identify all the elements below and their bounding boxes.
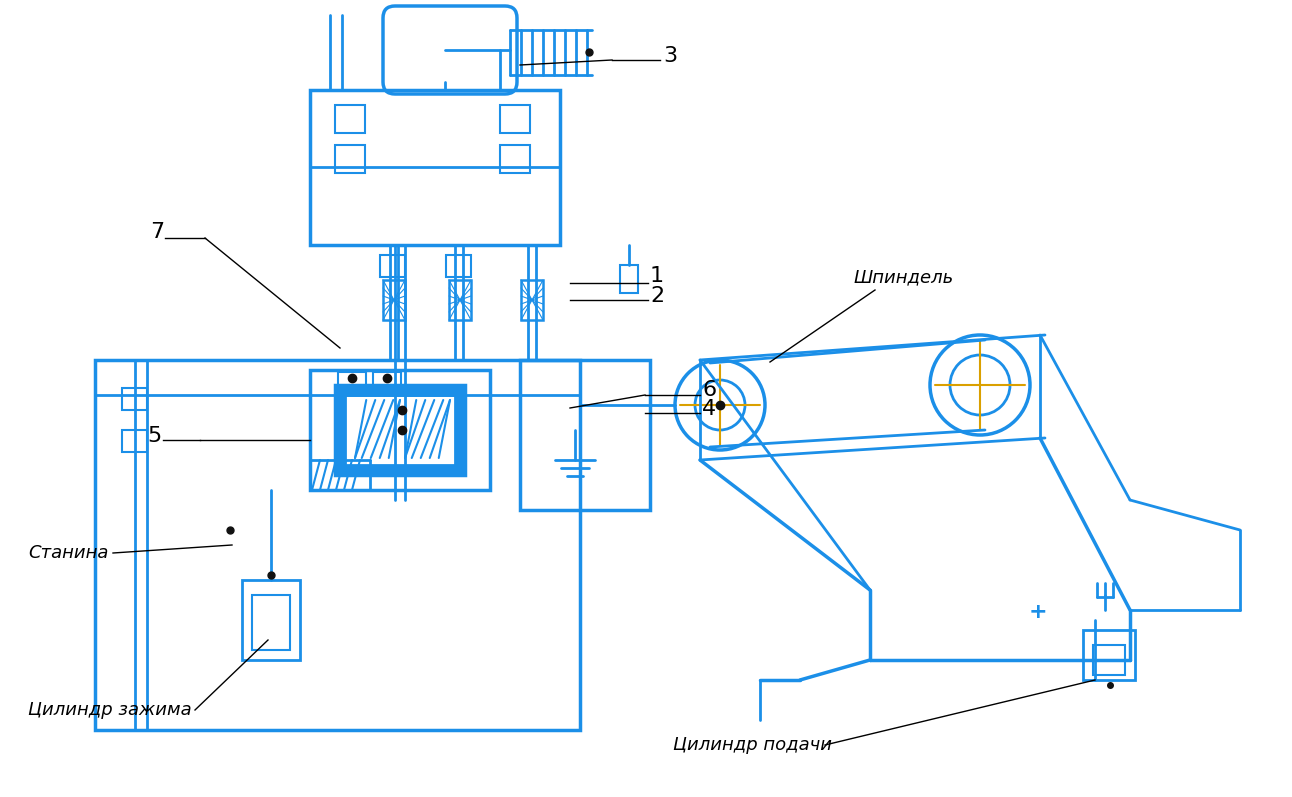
Circle shape xyxy=(674,360,765,450)
Bar xyxy=(310,370,490,490)
Bar xyxy=(242,580,300,660)
Bar xyxy=(380,255,404,277)
Bar xyxy=(1093,645,1125,675)
Text: Цилиндр подачи: Цилиндр подачи xyxy=(673,736,832,754)
Text: Шпиндель: Шпиндель xyxy=(853,268,953,286)
Text: 4: 4 xyxy=(702,399,716,419)
Bar xyxy=(345,395,455,465)
Bar xyxy=(310,90,559,245)
FancyBboxPatch shape xyxy=(382,6,517,94)
Circle shape xyxy=(695,380,745,430)
Text: Цилиндр зажима: Цилиндр зажима xyxy=(28,701,191,719)
Bar xyxy=(335,385,465,475)
Circle shape xyxy=(950,355,1010,415)
Bar xyxy=(382,280,404,320)
Bar xyxy=(121,388,147,410)
Bar xyxy=(96,360,580,730)
Bar xyxy=(1083,630,1134,680)
Text: Станина: Станина xyxy=(28,544,109,562)
Text: +: + xyxy=(1028,602,1048,622)
Text: 6: 6 xyxy=(702,380,716,400)
Bar xyxy=(500,105,530,133)
Bar xyxy=(620,265,638,293)
Bar xyxy=(339,372,366,394)
Text: 2: 2 xyxy=(650,286,664,306)
Bar xyxy=(335,145,366,173)
Circle shape xyxy=(930,335,1030,435)
Bar xyxy=(446,255,472,277)
Bar xyxy=(519,360,650,510)
Text: 1: 1 xyxy=(650,266,664,286)
Bar xyxy=(521,280,543,320)
Bar xyxy=(500,145,530,173)
Text: 7: 7 xyxy=(150,222,164,242)
Bar xyxy=(252,595,289,650)
Bar xyxy=(373,372,401,394)
Bar xyxy=(450,280,472,320)
Text: 3: 3 xyxy=(663,46,677,66)
Bar xyxy=(335,105,366,133)
Bar xyxy=(121,430,147,452)
Text: 5: 5 xyxy=(147,426,162,446)
